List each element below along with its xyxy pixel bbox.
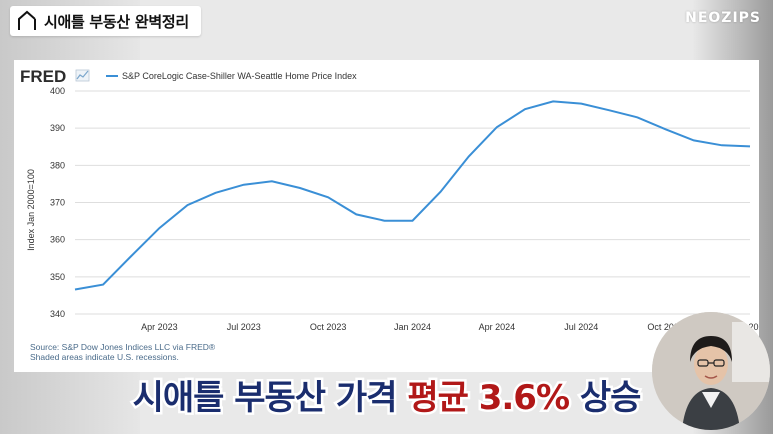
- x-tick-label: Jan 2024: [394, 322, 431, 332]
- y-axis-label: Index Jan 2000=100: [26, 169, 36, 251]
- x-tick-label: Apr 2024: [479, 322, 516, 332]
- y-tick-label: 360: [50, 235, 65, 245]
- y-tick-label: 370: [50, 198, 65, 208]
- series-line: [74, 100, 751, 291]
- chart-panel: FRED S&P CoreLogic Case-Shiller WA-Seatt…: [14, 60, 759, 372]
- brand-logo: NEOZIPS: [685, 10, 761, 26]
- fred-logo-icon: [75, 69, 90, 82]
- y-tick-label: 380: [50, 160, 65, 170]
- x-tick-label: Oct 2024: [647, 322, 684, 332]
- fred-logo: FRED: [20, 67, 66, 86]
- y-tick-label: 400: [50, 86, 65, 96]
- y-tick-label: 340: [50, 309, 65, 319]
- presenter-avatar: [652, 312, 770, 430]
- page-title: 시애틀 부동산 완벽정리: [44, 12, 189, 31]
- recession-note: Shaded areas indicate U.S. recessions.: [30, 352, 179, 362]
- house-icon: [18, 10, 36, 30]
- y-tick-label: 390: [50, 123, 65, 133]
- x-tick-label: Jul 2023: [227, 322, 261, 332]
- x-tick-label: Jul 2024: [564, 322, 598, 332]
- caption-part2: 평균 3.6%: [405, 376, 573, 421]
- chart-title: S&P CoreLogic Case-Shiller WA-Seattle Ho…: [122, 71, 357, 81]
- y-tick-label: 350: [50, 272, 65, 282]
- source-line: Source: S&P Dow Jones Indices LLC via FR…: [30, 342, 216, 352]
- x-tick-label: Apr 2023: [141, 322, 178, 332]
- caption-part3: 상승: [577, 376, 644, 421]
- title-chip: 시애틀 부동산 완벽정리: [10, 6, 201, 36]
- caption-part1: 시애틀 부동산 가격: [130, 376, 400, 421]
- x-tick-label: Oct 2023: [310, 322, 347, 332]
- source-note: Source: S&P Dow Jones Indices LLC via FR…: [30, 342, 215, 362]
- caption: 시애틀 부동산 가격 평균 3.6% 상승: [0, 370, 773, 421]
- line-chart: FRED S&P CoreLogic Case-Shiller WA-Seatt…: [20, 67, 759, 332]
